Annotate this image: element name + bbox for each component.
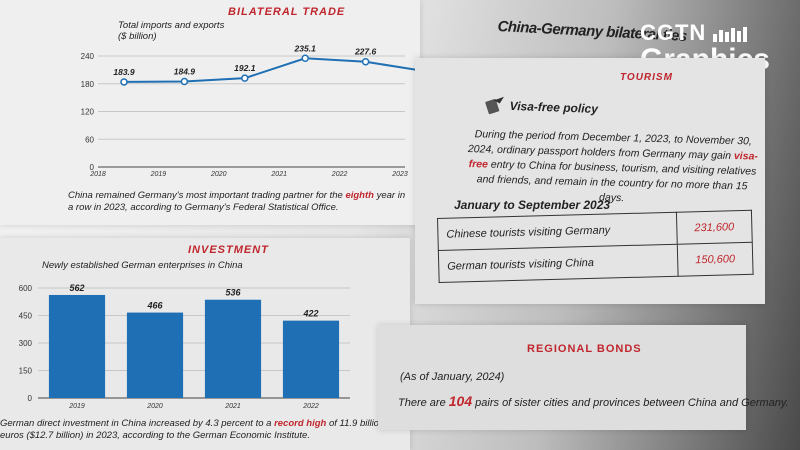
data-point [180, 77, 189, 86]
x-tick-label: 2018 [89, 171, 106, 178]
investment-caption: German direct investment in China increa… [0, 418, 385, 441]
row-value: 231,600 [676, 210, 753, 245]
tourism-panel [415, 58, 765, 304]
row-value: 150,600 [677, 242, 754, 277]
tourism-section-title: TOURISM [620, 72, 673, 83]
bar [48, 294, 106, 398]
row-label: German tourists visiting China [438, 244, 679, 283]
investment-chart-title: Newly established German enterprises in … [42, 260, 243, 271]
data-point [361, 57, 370, 66]
series-line [123, 57, 420, 83]
regional-bonds-panel [378, 325, 746, 430]
y-tick-label: 150 [19, 367, 33, 376]
data-label: 227.6 [354, 47, 377, 57]
bar [126, 312, 184, 398]
data-label: 422 [302, 309, 318, 319]
bilateral-trade-panel: BILATERAL TRADE Total imports and export… [0, 0, 420, 225]
data-point [241, 74, 249, 82]
x-tick-label: 2021 [224, 403, 241, 410]
investment-panel: INVESTMENT Newly established German ente… [0, 238, 410, 450]
visa-heading: Visa-free policy [483, 96, 598, 118]
visa-title: Visa-free policy [509, 98, 599, 116]
y-tick-label: 600 [19, 284, 33, 293]
x-tick-label: 2019 [150, 171, 167, 178]
x-tick-label: 2020 [210, 171, 227, 178]
bonds-section-title: REGIONAL BONDS [527, 343, 642, 355]
y-tick-label: 180 [81, 80, 95, 89]
bonds-text: There are 104 pairs of sister cities and… [398, 393, 789, 409]
period-title: January to September 2023 [454, 198, 611, 212]
bar [204, 299, 262, 398]
passport-plane-icon [485, 96, 504, 115]
investment-section-title: INVESTMENT [188, 244, 269, 256]
bars-icon [713, 27, 748, 43]
y-tick-label: 450 [19, 312, 33, 321]
y-tick-label: 300 [19, 339, 33, 348]
data-point [301, 54, 309, 63]
trade-caption: China remained Germany's most important … [68, 190, 406, 213]
data-label: 536 [225, 288, 241, 298]
investment-caption-highlight: record high [274, 418, 327, 429]
bonds-as-of: (As of January, 2024) [400, 371, 505, 383]
y-tick-label: 120 [81, 108, 95, 117]
x-tick-label: 2021 [270, 171, 287, 178]
data-label: 192.1 [234, 63, 256, 73]
y-tick-label: 60 [85, 135, 94, 144]
x-tick-label: 2019 [68, 403, 85, 410]
data-label: 562 [69, 283, 84, 293]
trade-chart-unit: ($ billion) [118, 31, 157, 42]
data-label: 184.9 [174, 66, 196, 76]
investment-bar-chart: 0 150 300 450 600 562 2019 466 2020 536 2021 422 202… [19, 283, 350, 410]
x-tick-label: 2022 [302, 403, 319, 410]
bonds-highlight: 104 [448, 393, 473, 409]
data-label: 466 [146, 301, 163, 311]
data-label: 235.1 [294, 43, 317, 53]
data-point [120, 78, 128, 86]
trade-caption-highlight: eighth [345, 190, 374, 201]
data-label: 183.9 [113, 67, 135, 77]
bar [282, 320, 340, 398]
trade-chart-title: Total imports and exports [118, 20, 225, 31]
tourist-table: Chinese tourists visiting Germany 231,60… [437, 210, 754, 283]
trade-line-chart: 0 60 120 180 240 2018 2019 2020 2021 2022 2023 183.… [81, 43, 420, 178]
x-tick-label: 2020 [146, 403, 163, 410]
y-tick-label: 0 [28, 394, 33, 403]
x-tick-label: 2023 [391, 171, 408, 178]
y-tick-label: 0 [90, 163, 95, 172]
x-tick-label: 2022 [331, 171, 348, 178]
y-tick-label: 240 [81, 52, 95, 61]
trade-section-title: BILATERAL TRADE [228, 6, 346, 18]
